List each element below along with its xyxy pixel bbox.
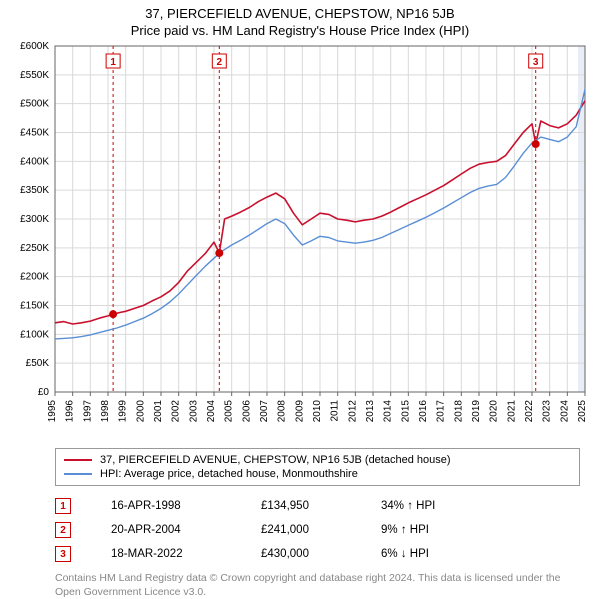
svg-text:1998: 1998 (100, 400, 111, 423)
legend-item: 37, PIERCEFIELD AVENUE, CHEPSTOW, NP16 5… (64, 453, 571, 467)
svg-text:£0: £0 (38, 387, 50, 398)
svg-text:2023: 2023 (542, 400, 553, 423)
event-marker: 2 (55, 522, 71, 538)
svg-text:1999: 1999 (118, 400, 129, 423)
svg-text:£200K: £200K (20, 272, 49, 283)
event-date: 18-MAR-2022 (111, 548, 221, 560)
svg-text:£150K: £150K (20, 301, 49, 312)
svg-text:£450K: £450K (20, 128, 49, 139)
svg-text:1996: 1996 (65, 400, 76, 423)
svg-text:2015: 2015 (400, 400, 411, 423)
event-diff: 6% ↓ HPI (381, 548, 429, 560)
svg-text:1995: 1995 (47, 400, 58, 423)
svg-text:2001: 2001 (153, 400, 164, 423)
event-marker: 1 (55, 498, 71, 514)
event-price: £430,000 (261, 548, 341, 560)
svg-text:2008: 2008 (277, 400, 288, 423)
chart-svg: £0 £50K £100K £150K £200K £250K £300K £350K £400… (0, 42, 600, 442)
svg-text:£500K: £500K (20, 99, 49, 110)
svg-text:2010: 2010 (312, 400, 323, 423)
svg-text:2021: 2021 (506, 400, 517, 423)
chart-plot: £0 £50K £100K £150K £200K £250K £300K £350K £400… (0, 42, 600, 442)
svg-text:1: 1 (110, 57, 116, 68)
svg-text:£100K: £100K (20, 329, 49, 340)
svg-text:2011: 2011 (330, 400, 341, 422)
svg-text:2006: 2006 (241, 400, 252, 423)
chart-container: 37, PIERCEFIELD AVENUE, CHEPSTOW, NP16 5… (0, 0, 600, 590)
svg-text:2005: 2005 (224, 400, 235, 423)
event-diff: 34% ↑ HPI (381, 500, 435, 512)
svg-text:£250K: £250K (20, 243, 49, 254)
svg-text:£300K: £300K (20, 214, 49, 225)
svg-text:2022: 2022 (524, 400, 535, 423)
legend-label: 37, PIERCEFIELD AVENUE, CHEPSTOW, NP16 5… (100, 454, 451, 466)
svg-text:1997: 1997 (82, 400, 93, 423)
footnote: Contains HM Land Registry data © Crown c… (55, 572, 580, 599)
chart-title-line2: Price paid vs. HM Land Registry's House … (0, 21, 600, 42)
event-row: 1 16-APR-1998 £134,950 34% ↑ HPI (55, 494, 580, 518)
event-marker: 3 (55, 546, 71, 562)
svg-text:£50K: £50K (26, 358, 50, 369)
svg-text:2013: 2013 (365, 400, 376, 423)
event-date: 16-APR-1998 (111, 500, 221, 512)
svg-text:2002: 2002 (171, 400, 182, 423)
legend: 37, PIERCEFIELD AVENUE, CHEPSTOW, NP16 5… (55, 448, 580, 486)
svg-text:2007: 2007 (259, 400, 270, 423)
legend-item: HPI: Average price, detached house, Monm… (64, 467, 571, 481)
svg-text:2019: 2019 (471, 400, 482, 423)
svg-text:2000: 2000 (135, 400, 146, 423)
svg-text:2025: 2025 (577, 400, 588, 423)
svg-text:2020: 2020 (489, 400, 500, 423)
event-row: 2 20-APR-2004 £241,000 9% ↑ HPI (55, 518, 580, 542)
legend-label: HPI: Average price, detached house, Monm… (100, 468, 358, 480)
svg-text:2: 2 (217, 57, 223, 68)
svg-text:2024: 2024 (559, 400, 570, 423)
svg-text:2017: 2017 (436, 400, 447, 423)
svg-text:£550K: £550K (20, 70, 49, 81)
svg-text:£400K: £400K (20, 156, 49, 167)
event-date: 20-APR-2004 (111, 524, 221, 536)
legend-swatch (64, 459, 92, 461)
svg-text:2014: 2014 (383, 400, 394, 423)
event-price: £134,950 (261, 500, 341, 512)
events-table: 1 16-APR-1998 £134,950 34% ↑ HPI 2 20-AP… (55, 494, 580, 566)
event-row: 3 18-MAR-2022 £430,000 6% ↓ HPI (55, 542, 580, 566)
svg-text:£600K: £600K (20, 42, 49, 52)
svg-text:2018: 2018 (453, 400, 464, 423)
event-price: £241,000 (261, 524, 341, 536)
svg-text:2009: 2009 (294, 400, 305, 423)
svg-text:2004: 2004 (206, 400, 217, 423)
legend-swatch (64, 473, 92, 475)
svg-text:2016: 2016 (418, 400, 429, 423)
svg-text:2012: 2012 (347, 400, 358, 423)
svg-text:£350K: £350K (20, 185, 49, 196)
event-diff: 9% ↑ HPI (381, 524, 429, 536)
chart-title-line1: 37, PIERCEFIELD AVENUE, CHEPSTOW, NP16 5… (0, 0, 600, 21)
svg-text:3: 3 (533, 57, 539, 68)
svg-text:2003: 2003 (188, 400, 199, 423)
